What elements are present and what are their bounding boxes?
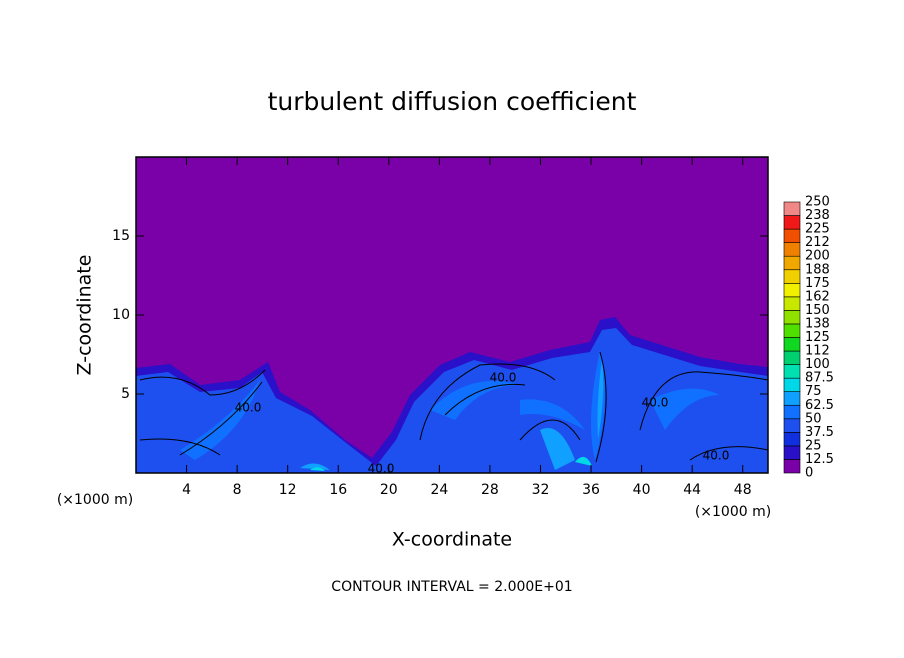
colorbar-band — [783, 215, 801, 230]
x-tick-label: 4 — [182, 482, 191, 498]
colorbar-band — [783, 255, 801, 271]
contour-line — [139, 369, 266, 396]
colorbar-band — [783, 350, 801, 365]
contour-label: 40.0 — [368, 462, 395, 476]
colorbar-label: 100 — [805, 357, 830, 372]
y-axis-unit: (×1000 m) — [57, 492, 133, 508]
contour-line — [179, 381, 263, 456]
colorbar-label: 37.5 — [805, 425, 834, 440]
x-tick-label: 8 — [233, 482, 242, 498]
x-tick-label: 40 — [633, 482, 651, 498]
colorbar-band — [783, 445, 801, 460]
colorbar-band — [783, 323, 801, 338]
colorbar-band — [783, 404, 801, 420]
colorbar-label: 12.5 — [805, 452, 834, 467]
colorbar-band — [783, 337, 801, 352]
field-region — [300, 360, 604, 470]
field-region — [180, 350, 720, 460]
x-axis-unit: (×1000 m) — [695, 504, 771, 520]
colorbar-label: 112 — [805, 344, 830, 359]
contour-interval: CONTOUR INTERVAL = 2.000E+01 — [331, 579, 572, 595]
x-tick-label: 36 — [582, 482, 600, 498]
colorbar-band — [783, 269, 801, 284]
y-tick-label: 5 — [121, 386, 130, 402]
x-tick-label: 24 — [430, 482, 448, 498]
colorbar-band — [783, 201, 801, 216]
colorbar-label: 125 — [805, 330, 830, 345]
colorbar-label: 200 — [805, 249, 830, 264]
contour-line — [139, 438, 221, 456]
colorbar-label: 188 — [805, 262, 830, 277]
contour-line — [595, 351, 607, 463]
contour-line — [519, 419, 581, 441]
contour-line — [444, 383, 526, 416]
contour-label: 40.0 — [490, 371, 517, 385]
axes: 4 8 12 16 20 24 28 32 36 40 44 4851015012.52537.550… — [112, 156, 834, 498]
colorbar-label: 175 — [805, 276, 830, 291]
colorbar-band — [783, 377, 801, 392]
x-tick-label: 44 — [683, 482, 701, 498]
chart-title: turbulent diffusion coefficient — [268, 87, 637, 116]
contour-field: 40.0 40.0 40.0 40.0 40.0 — [136, 157, 769, 476]
x-tick-label: 28 — [481, 482, 499, 498]
contour-label: 40.0 — [642, 396, 669, 410]
colorbar-label: 162 — [805, 289, 830, 304]
colorbar-label: 238 — [805, 208, 830, 223]
x-tick-label: 16 — [329, 482, 347, 498]
colorbar-label: 212 — [805, 235, 830, 250]
colorbar-label: 0 — [805, 466, 813, 481]
contour-label: 40.0 — [703, 449, 730, 463]
colorbar-band — [783, 391, 801, 406]
colorbar-band — [783, 228, 801, 243]
colorbar-label: 150 — [805, 303, 830, 318]
colorbar-band — [783, 242, 801, 257]
colorbar-label: 62.5 — [805, 398, 834, 413]
colorbar-label: 225 — [805, 222, 830, 237]
colorbar-band — [783, 310, 801, 325]
colorbar-band — [783, 418, 801, 433]
colorbar-band — [783, 296, 801, 311]
colorbar-label: 250 — [805, 195, 830, 210]
x-tick-label: 12 — [279, 482, 297, 498]
colorbar-label: 25 — [805, 438, 822, 453]
colorbar-band — [783, 432, 801, 447]
x-tick-label: 32 — [532, 482, 550, 498]
x-tick-label: 20 — [380, 482, 398, 498]
x-tick-label: 48 — [734, 482, 752, 498]
contour-label: 40.0 — [235, 401, 262, 415]
colorbar-band — [783, 459, 801, 474]
x-axis-label: X-coordinate — [392, 529, 512, 551]
y-tick-label: 15 — [112, 228, 130, 244]
colorbar-label: 138 — [805, 316, 830, 331]
colorbar-label: 50 — [805, 411, 822, 426]
y-axis-label: Z-coordinate — [74, 255, 96, 376]
colorbar-band — [783, 282, 801, 298]
colorbar-label: 75 — [805, 384, 822, 399]
colorbar-label: 87.5 — [805, 371, 834, 386]
contour-line — [639, 371, 769, 431]
contour-line — [689, 446, 769, 461]
y-tick-label: 10 — [112, 307, 130, 323]
contour-line — [419, 363, 556, 441]
colorbar-band — [783, 364, 801, 379]
